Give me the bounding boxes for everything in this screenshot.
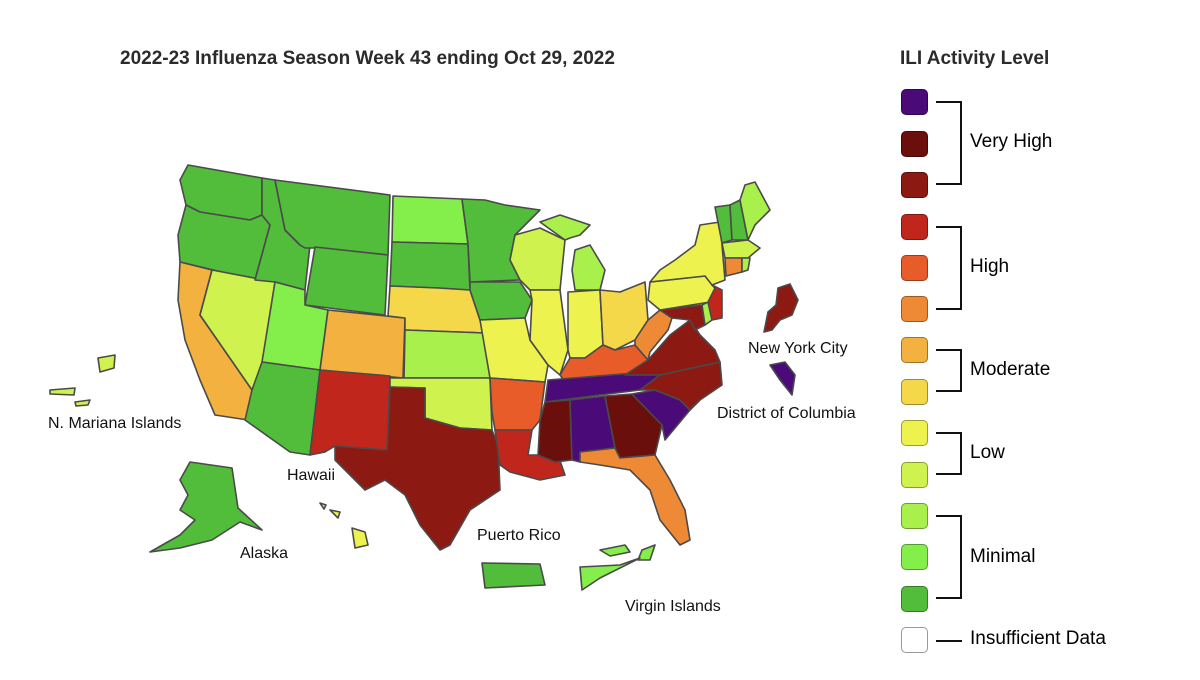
legend-swatch-level-2 <box>901 544 928 570</box>
legend-label-minimal: Minimal <box>970 546 1036 567</box>
state-mississippi <box>537 399 573 463</box>
state-louisiana <box>494 429 566 481</box>
territory-virgin-islands <box>579 544 656 591</box>
state-south-dakota <box>389 241 471 291</box>
state-florida <box>579 447 691 546</box>
state-indiana <box>567 289 604 359</box>
state-iowa <box>469 281 533 321</box>
legend-label-insufficient: Insufficient Data <box>970 628 1106 649</box>
label-new-york-city: New York City <box>748 340 848 357</box>
territory-puerto-rico <box>481 562 546 589</box>
state-west-virginia <box>634 309 673 361</box>
legend-swatch-level-1 <box>901 586 928 612</box>
inset-district-of-columbia <box>769 361 796 396</box>
legend-label-moderate: Moderate <box>970 359 1051 380</box>
state-colorado <box>319 309 406 379</box>
territory-hawaii <box>319 502 369 549</box>
territory-alaska <box>149 461 263 553</box>
state-virginia <box>624 319 721 376</box>
legend-swatch-level-6 <box>901 379 928 405</box>
legend-swatch-level-7 <box>901 337 928 363</box>
bracket-low <box>936 432 962 475</box>
state-new-jersey <box>707 284 723 321</box>
state-montana <box>274 179 391 256</box>
legend-label-high: High <box>970 256 1010 277</box>
territory-n-mariana-islands <box>49 354 116 407</box>
legend-swatch-level-9 <box>901 255 928 281</box>
state-rhode-island <box>741 257 751 273</box>
legend-swatch-level-12 <box>901 131 928 157</box>
state-illinois <box>529 289 569 376</box>
legend-swatch-level-4 <box>901 462 928 488</box>
legend-label-low: Low <box>970 442 1005 463</box>
label-n-mariana-islands: N. Mariana Islands <box>48 415 182 432</box>
state-kansas <box>403 329 491 379</box>
label-virgin-islands: Virgin Islands <box>625 598 721 615</box>
state-new-mexico <box>309 369 391 456</box>
state-massachusetts <box>721 239 761 259</box>
state-texas <box>334 386 501 551</box>
legend-swatch-insufficient <box>901 627 928 653</box>
dash-insufficient <box>936 640 962 642</box>
inset-new-york-city <box>763 283 799 333</box>
state-new-york <box>649 221 726 286</box>
label-hawaii: Hawaii <box>287 467 336 484</box>
label-district-of-columbia: District of Columbia <box>717 405 856 422</box>
legend-swatch-level-11 <box>901 172 928 198</box>
legend-title: ILI Activity Level <box>900 48 1050 69</box>
legend-swatch-level-8 <box>901 296 928 322</box>
map-title: 2022-23 Influenza Season Week 43 ending … <box>120 48 615 69</box>
state-arizona <box>244 361 321 456</box>
state-connecticut <box>724 257 743 277</box>
state-arkansas <box>489 377 546 431</box>
bracket-high <box>936 226 962 310</box>
label-puerto-rico: Puerto Rico <box>477 527 561 544</box>
state-wyoming <box>304 246 389 316</box>
legend-swatch-level-10 <box>901 214 928 240</box>
bracket-very-high <box>936 101 962 185</box>
legend-swatch-level-5 <box>901 420 928 446</box>
label-alaska: Alaska <box>240 545 289 562</box>
state-north-dakota <box>391 195 469 245</box>
legend-swatch-level-3 <box>901 503 928 529</box>
bracket-minimal <box>936 515 962 599</box>
us-ili-map <box>49 164 799 591</box>
legend-label-very-high: Very High <box>970 131 1053 152</box>
bracket-moderate <box>936 349 962 392</box>
legend-swatch-level-13 <box>901 89 928 115</box>
